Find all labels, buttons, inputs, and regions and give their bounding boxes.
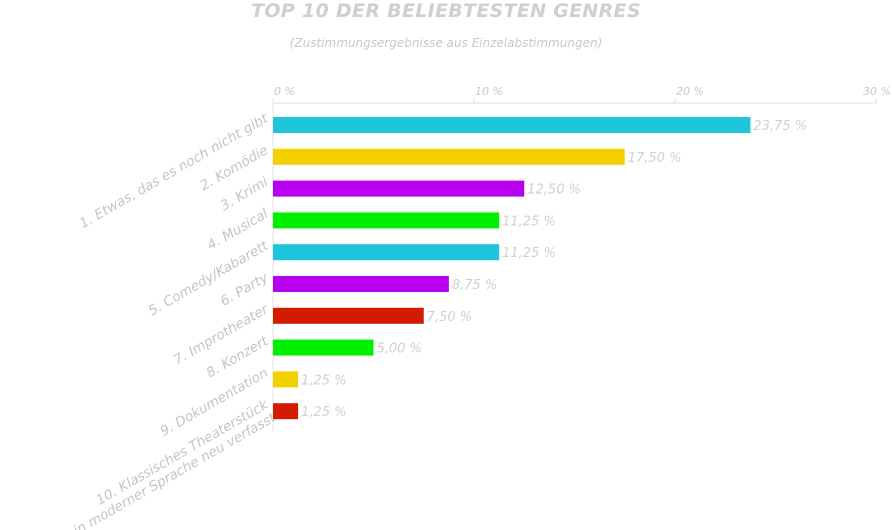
bar-value-label: 17,50 %	[628, 151, 682, 166]
category-label: 10. Klassisches Theaterstückin moderner …	[63, 396, 279, 530]
bar-value-label: 5,00 %	[377, 342, 422, 357]
bar-value-label: 7,50 %	[427, 310, 472, 325]
bar-value-label: 23,75 %	[753, 119, 807, 134]
bar	[273, 371, 299, 388]
bar	[273, 403, 299, 420]
bar	[273, 148, 625, 165]
bar-value-label: 12,50 %	[527, 183, 581, 198]
bar	[273, 244, 500, 261]
bar	[273, 339, 374, 356]
bar-value-label: 11,25 %	[502, 246, 556, 261]
x-tick-label: 0 %	[274, 85, 295, 98]
chart-subtitle: (Zustimmungsergebnisse aus Einzelabstimm…	[289, 36, 603, 50]
bar	[273, 212, 500, 229]
bar-value-label: 1,25 %	[301, 405, 346, 420]
x-tick-label: 20 %	[676, 85, 704, 98]
x-tick-label: 30 %	[863, 85, 891, 98]
x-tick-label: 10 %	[475, 85, 503, 98]
bar	[273, 180, 525, 197]
chart-title: TOP 10 DER BELIEBTESTEN GENRES	[251, 0, 641, 22]
bar	[273, 117, 751, 133]
bar-value-label: 1,25 %	[301, 373, 346, 388]
bar	[273, 276, 449, 292]
bar-value-label: 11,25 %	[502, 214, 556, 229]
bar-value-label: 8,75 %	[452, 278, 497, 293]
bar	[273, 307, 424, 324]
